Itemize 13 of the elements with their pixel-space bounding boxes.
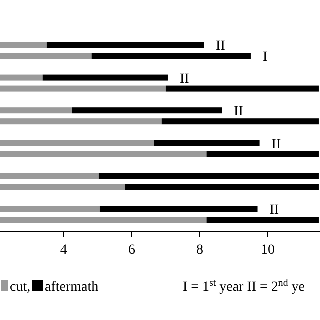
legend-label: aftermath (45, 280, 99, 295)
x-tick-label: 8 (196, 243, 204, 258)
data-label: II (180, 72, 190, 87)
x-tick-label: 10 (260, 243, 275, 258)
legend-label: cut, (10, 280, 31, 295)
data-label: II (234, 104, 244, 120)
x-tick-label: 6 (128, 243, 136, 258)
data-label: II (216, 39, 226, 54)
data-label: II (270, 203, 280, 218)
x-tick-label: 4 (60, 243, 68, 258)
data-label: II (272, 137, 282, 152)
data-label: I (262, 50, 268, 65)
text: I = 1$^{st}$ year II = 2$^{nd}$ ye (183, 278, 305, 295)
